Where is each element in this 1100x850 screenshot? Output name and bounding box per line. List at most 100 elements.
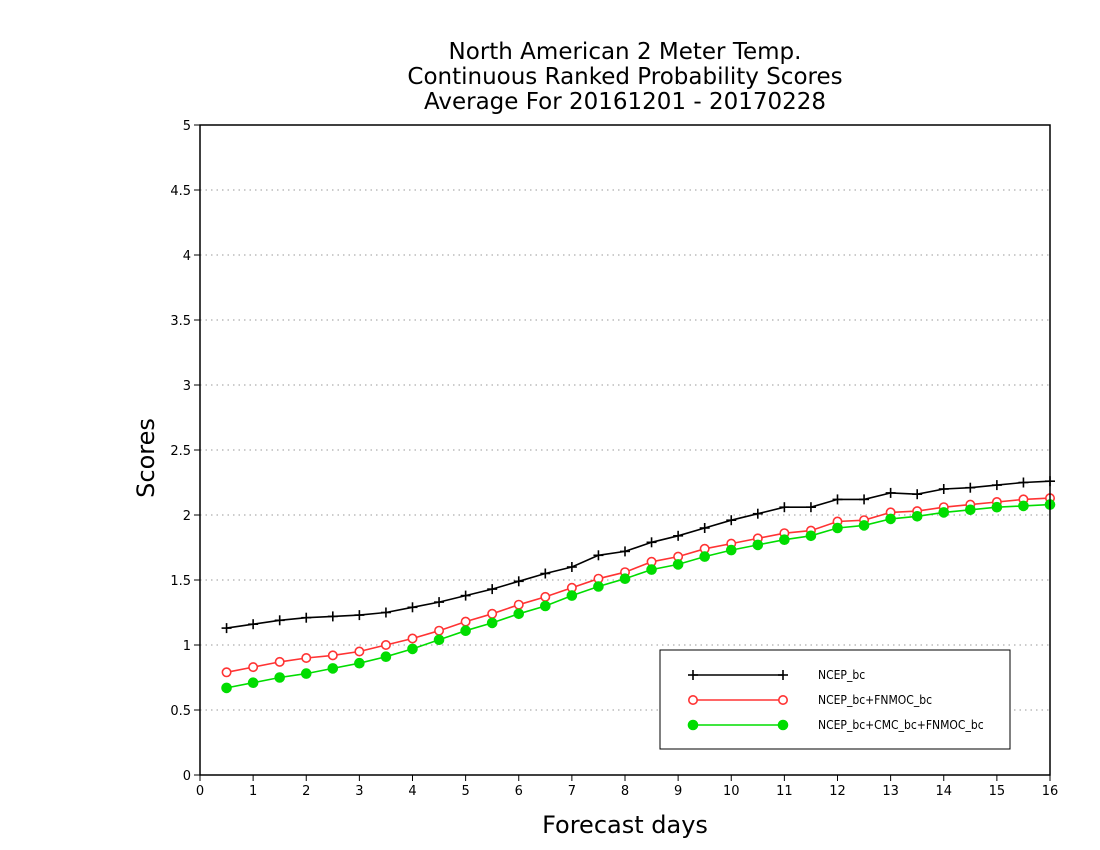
- data-point: [779, 502, 790, 513]
- data-point: [938, 484, 949, 494]
- x-tick-label: 0: [196, 784, 204, 799]
- data-point: [752, 508, 763, 519]
- data-point: [487, 608, 498, 619]
- data-point: [885, 513, 896, 525]
- legend-marker: [687, 719, 699, 731]
- data-point: [991, 480, 1002, 491]
- data-point: [938, 507, 950, 518]
- data-point: [673, 530, 684, 541]
- data-point: [221, 623, 232, 634]
- x-tick-label: 11: [776, 784, 793, 799]
- y-tick-label: 1.5: [170, 574, 191, 589]
- axes: 00.511.522.533.544.550 1 2 3 4 5 6 7 8 9 10 11 12 13 1…: [170, 119, 1058, 799]
- data-point: [248, 619, 259, 630]
- y-tick-label: 0.5: [170, 704, 191, 719]
- legend-marker: [777, 719, 789, 731]
- data-point: [805, 530, 817, 542]
- x-tick-label: 1: [249, 784, 257, 799]
- legend-label: NCEP_bc+CMC_bc+FNMOC_bc: [818, 718, 984, 732]
- x-axis-label: Forecast days: [542, 811, 708, 839]
- legend: NCEP_bc NCEP_bc+FNMOC_bc NCEP_bc+CMC_bc+FN…: [659, 649, 1011, 750]
- data-point: [779, 534, 790, 546]
- data-point: [858, 520, 870, 531]
- data-point: [221, 682, 232, 694]
- data-point: [513, 599, 524, 610]
- x-tick-label: 5: [461, 784, 469, 799]
- data-point: [965, 482, 976, 493]
- x-tick-label: 3: [355, 784, 363, 799]
- data-point: [832, 522, 843, 534]
- data-point: [354, 610, 365, 621]
- title-line-1: North American 2 Meter Temp.: [449, 39, 802, 65]
- x-tick-label: 12: [829, 784, 846, 799]
- legend-item: NCEP_bc: [688, 668, 865, 682]
- x-tick-label: 2: [302, 784, 310, 799]
- data-point: [965, 504, 976, 516]
- data-point: [593, 550, 604, 561]
- data-point: [699, 551, 710, 562]
- data-point: [513, 576, 524, 587]
- data-point: [248, 662, 259, 673]
- data-point: [274, 672, 285, 683]
- data-point: [726, 515, 737, 526]
- data-point: [327, 663, 339, 674]
- data-point: [354, 657, 365, 669]
- data-point: [327, 611, 338, 622]
- legend-marker: [778, 670, 788, 680]
- data-point: [911, 511, 923, 522]
- data-point: [300, 668, 312, 679]
- data-point: [380, 651, 392, 663]
- legend-marker: [777, 694, 788, 705]
- x-tick-label: 16: [1042, 784, 1059, 799]
- data-point: [487, 584, 498, 595]
- legend-item: NCEP_bc+CMC_bc+FNMOC_bc: [687, 718, 984, 732]
- y-tick-label: 4.5: [170, 184, 191, 199]
- y-tick-label: 3: [183, 379, 191, 394]
- data-point: [912, 489, 923, 500]
- data-point: [327, 650, 338, 661]
- x-tick-label: 4: [408, 784, 416, 799]
- legend-marker: [687, 694, 698, 705]
- data-point: [486, 617, 498, 629]
- data-point: [540, 591, 551, 602]
- data-point: [699, 523, 710, 533]
- x-tick-label: 7: [568, 784, 576, 799]
- x-tick-label: 6: [515, 784, 523, 799]
- y-tick-label: 0: [183, 769, 191, 784]
- data-point: [247, 677, 259, 689]
- title-line-2: Continuous Ranked Probability Scores: [407, 64, 842, 90]
- data-point: [407, 602, 418, 613]
- data-point: [540, 568, 551, 579]
- data-point: [434, 597, 445, 608]
- legend-item: NCEP_bc+FNMOC_bc: [687, 693, 932, 707]
- legend-label: NCEP_bc: [818, 668, 865, 682]
- data-point: [460, 590, 471, 601]
- data-point: [513, 608, 525, 620]
- y-axis-label: Scores: [132, 418, 160, 498]
- data-point: [752, 539, 764, 551]
- series-line: [226, 497, 1051, 674]
- series-3: [221, 499, 1056, 694]
- y-tick-label: 3.5: [170, 314, 191, 329]
- data-point: [646, 537, 657, 548]
- x-tick-label: 15: [989, 784, 1006, 799]
- legend-items: NCEP_bc NCEP_bc+FNMOC_bc NCEP_bc+CMC_bc+FN…: [687, 668, 984, 732]
- data-point: [354, 646, 365, 657]
- data-point: [380, 639, 391, 650]
- data-point: [407, 633, 418, 644]
- data-point: [301, 612, 312, 623]
- data-point: [1018, 500, 1029, 512]
- title-line-3: Average For 20161201 - 20170228: [424, 89, 826, 115]
- x-tick-label: 8: [621, 784, 629, 799]
- series-line: [226, 480, 1051, 629]
- y-tick-label: 1: [183, 639, 191, 654]
- data-point: [380, 607, 391, 618]
- data-point: [991, 501, 1003, 513]
- data-point: [301, 652, 312, 663]
- x-tick-label: 10: [723, 784, 740, 799]
- data-point: [274, 615, 285, 626]
- legend-marker: [688, 670, 698, 680]
- y-tick-label: 2: [183, 509, 191, 524]
- y-tick-label: 5: [183, 119, 191, 134]
- data-point: [221, 667, 232, 678]
